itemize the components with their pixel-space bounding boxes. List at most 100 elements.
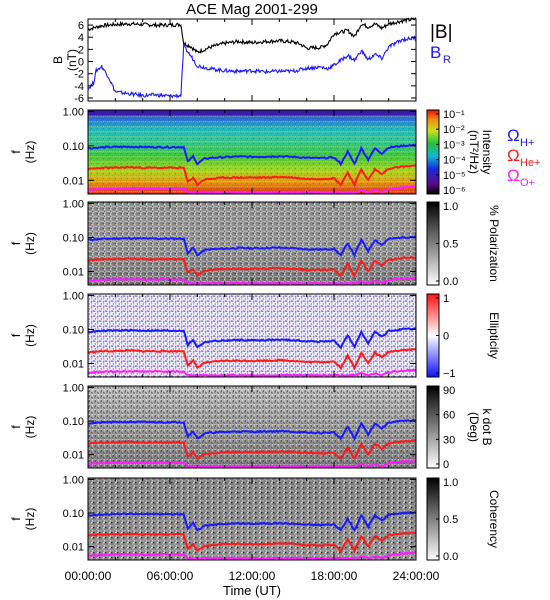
colorbar-tick-label: 10⁻³ [443,139,465,151]
spectrogram-texture [88,294,416,377]
y-axis-label: f [9,517,23,521]
y-axis-label: f [9,333,23,337]
legend-b-radial: B [430,43,441,62]
colorbar [426,109,440,195]
b-series-line [87,16,417,54]
y-axis-unit: (Hz) [23,324,37,347]
y-tick-label: 0.01 [63,450,84,462]
spectrogram-texture [88,202,416,285]
colorbar-tick-label: 0 [443,459,449,471]
y-tick-label: 0.01 [63,542,84,554]
colorbar-tick-label: −1 [443,368,456,380]
legend-omega-h: Ω [507,126,520,145]
y-axis-unit: (Hz) [23,141,37,164]
x-axis-labels: 00:00:00 06:00:00 12:00:00 18:00:00 24:0… [65,569,440,598]
gyrofrequency-line [87,235,417,258]
y-axis-unit: (Hz) [23,508,37,531]
y-axis-label: f [9,150,23,154]
y-tick-label: 1.00 [63,198,84,210]
gyrofrequency-line [87,255,417,278]
y-axis-unit: (Hz) [23,232,37,255]
legend-b: |B| B R [430,22,453,66]
colorbar-tick-label: 60 [443,410,455,422]
gyrofrequency-line [87,347,417,371]
colorbar-label: % Polarization [487,205,501,282]
colorbar-tick-label: 0.0 [443,551,458,563]
y-axis-label: f [9,425,23,429]
b-panel-frame [87,18,417,102]
gyrofrequency-line [87,327,417,350]
y-tick-label: 1.00 [63,474,84,486]
colorbar-tick-label: 10⁻⁵ [443,170,466,182]
x-tick-label: 18:00:00 [311,569,358,583]
x-tick-label: 00:00:00 [65,569,112,583]
legend-omega-h-sub: H+ [520,137,534,149]
colorbar-tick-label: 0 [443,331,449,343]
y-tick-label: 0.10 [63,141,84,153]
x-tick-label: 06:00:00 [147,569,194,583]
gyrofrequency-line [87,418,417,441]
y-tick-label: 1.00 [63,290,84,302]
colorbar-tick-label: 30 [443,434,455,446]
colorbar-label: k dot B [480,408,494,445]
legend-gyrofrequencies: Ω H+ Ω He+ Ω O+ [507,126,541,189]
y-tick-label: -2 [74,69,84,81]
colorbar-tick-label: 10⁻⁴ [443,155,466,167]
legend-omega-he-sub: He+ [520,157,541,169]
gyrofrequency-line [87,439,417,461]
colorbar-unit: (nT²/Hz) [467,130,481,174]
y-tick-label: 0.01 [63,266,84,278]
gyrofrequency-line [87,531,417,554]
spectrogram-texture [88,110,416,194]
colorbar-label: Coherency [487,490,501,548]
chart-title: ACE Mag 2001-299 [186,1,318,18]
y-tick-label: 2 [78,44,84,56]
y-tick-label: 1.00 [63,106,84,118]
y-tick-label: 0.10 [63,324,84,336]
x-axis-label: Time (UT) [223,583,281,598]
y-tick-label: 4 [78,32,84,44]
b-series-line [87,35,417,99]
colorbar-tick-label: 0.0 [443,276,458,288]
legend-omega-o: Ω [507,166,520,185]
y-axis-label: B [51,56,65,64]
gyrofrequency-line [87,164,417,188]
colorbar-tick-label: 0.5 [443,514,458,526]
y-tick-label: 0.01 [63,175,84,187]
colorbar-unit: (Deg) [467,412,481,442]
y-tick-label: 0 [78,57,84,69]
colorbar-tick-label: 0.5 [443,239,458,251]
y-tick-label: 0.01 [63,358,84,370]
legend-b-total: |B| [430,22,453,43]
colorbar-tick-label: 1.0 [443,201,458,213]
colorbar-tick-label: 90 [443,385,455,397]
legend-omega-he: Ω [507,146,520,165]
colorbar-tick-label: 1.0 [443,477,458,489]
y-tick-label: 0.10 [63,416,84,428]
colorbar [426,385,440,469]
colorbar-tick-label: 10⁻² [443,124,465,136]
x-tick-label: 12:00:00 [229,569,276,583]
y-tick-label: 1.00 [63,382,84,394]
legend-omega-o-sub: O+ [520,177,535,189]
gyrofrequency-line [87,143,417,167]
colorbar-tick-label: 1 [443,293,449,305]
y-axis-unit: (Hz) [23,416,37,439]
colorbar-label: Intensity [480,130,494,175]
y-tick-label: 0.10 [63,232,84,244]
spectrogram-texture [88,478,416,560]
spectrogram-texture [88,386,416,468]
gyrofrequency-line [87,510,417,532]
colorbar-label: Ellipticity [487,312,501,359]
colorbar-tick-label: 10⁻¹ [443,109,465,121]
y-axis-unit: (nT) [65,49,79,71]
x-tick-label: 24:00:00 [393,569,440,583]
y-tick-label: -6 [74,93,84,105]
y-tick-label: -4 [74,81,84,93]
y-axis-label: f [9,241,23,245]
y-tick-label: 0.10 [63,508,84,520]
colorbar-tick-label: 10⁻⁶ [443,185,466,197]
legend-b-radial-sub: R [443,54,451,66]
